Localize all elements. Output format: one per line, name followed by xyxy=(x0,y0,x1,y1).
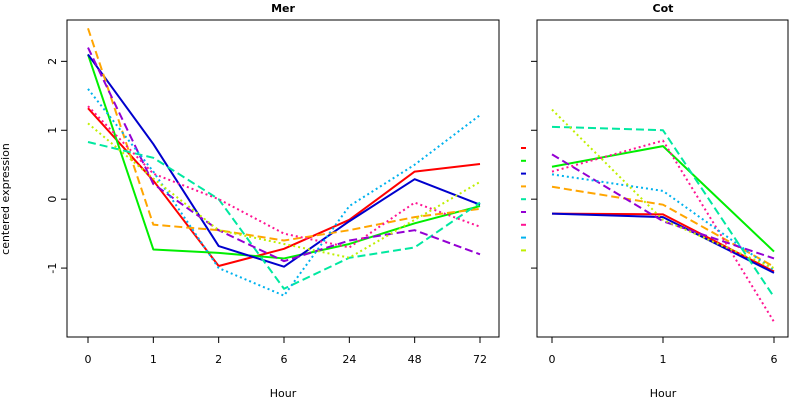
x-tick-label: 1 xyxy=(660,353,667,366)
panel-cot: Cot 0 1 6 Hour xyxy=(531,2,789,400)
series-line-mer-6 xyxy=(87,105,481,249)
y-tick-labels-mer: 2 1 0 -1 xyxy=(46,58,59,274)
x-axis-label-mer: Hour xyxy=(270,387,297,400)
series-line-mer-8 xyxy=(87,122,481,259)
series-line-mer-1 xyxy=(87,54,481,260)
y-ticks-mer xyxy=(61,60,67,269)
series-group-mer xyxy=(87,27,481,297)
series-line-mer-2 xyxy=(87,53,481,268)
series-line-mer-7 xyxy=(87,88,481,297)
y-tick-label: 0 xyxy=(46,196,59,203)
series-group-cot xyxy=(551,108,775,323)
panel-title-mer: Mer xyxy=(271,2,295,15)
y-tick-label: 1 xyxy=(46,127,59,134)
series-line-cot-6 xyxy=(551,139,775,323)
x-ticks-mer xyxy=(87,337,481,343)
series-line-cot-5 xyxy=(551,153,775,260)
series-line-cot-4 xyxy=(551,125,775,298)
series-line-cot-1 xyxy=(551,145,775,253)
plot-frame-cot xyxy=(536,19,789,338)
series-line-mer-0 xyxy=(87,107,481,268)
series-line-mer-4 xyxy=(87,141,481,290)
y-tick-label: -1 xyxy=(46,263,59,274)
y-axis-label: centered expression xyxy=(0,143,12,255)
x-tick-label: 0 xyxy=(549,353,556,366)
x-tick-labels-cot: 0 1 6 xyxy=(549,353,778,366)
x-tick-label: 24 xyxy=(342,353,356,366)
panel-mer: Mer 2 1 0 -1 0 1 2 6 24 48 72 Hour xyxy=(46,2,500,400)
x-tick-label: 0 xyxy=(85,353,92,366)
x-tick-label: 72 xyxy=(473,353,487,366)
x-tick-label: 1 xyxy=(150,353,157,366)
panel-title-cot: Cot xyxy=(653,2,674,15)
x-tick-labels-mer: 0 1 2 6 24 48 72 xyxy=(85,353,488,366)
series-line-cot-2 xyxy=(551,212,775,274)
y-tick-label: 2 xyxy=(46,58,59,65)
series-line-cot-0 xyxy=(551,212,775,273)
series-line-cot-8 xyxy=(551,108,775,270)
x-tick-label: 6 xyxy=(281,353,288,366)
x-tick-label: 2 xyxy=(215,353,222,366)
x-ticks-cot xyxy=(551,337,775,343)
x-tick-label: 48 xyxy=(408,353,422,366)
plot-frame-mer xyxy=(66,19,500,338)
y-ticks-cot xyxy=(531,60,537,269)
x-tick-label: 6 xyxy=(771,353,778,366)
series-line-mer-3 xyxy=(87,27,481,242)
x-axis-label-cot: Hour xyxy=(650,387,677,400)
series-line-mer-5 xyxy=(87,47,481,263)
series-color-key xyxy=(521,147,526,252)
